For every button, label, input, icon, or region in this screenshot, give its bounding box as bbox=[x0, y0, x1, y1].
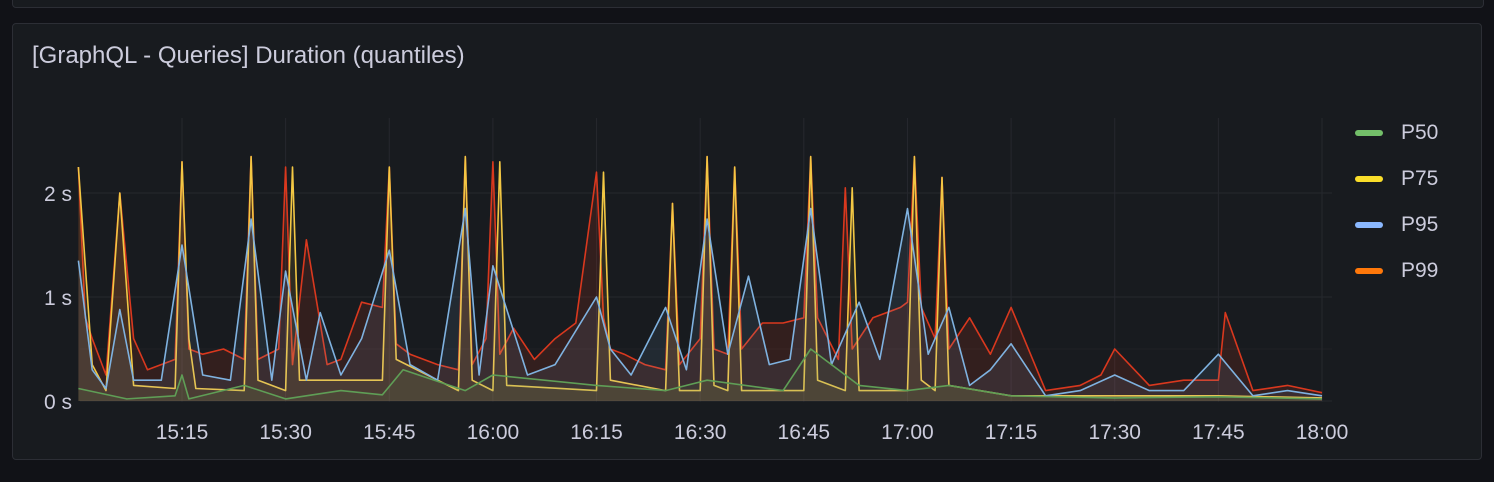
y-tick-label: 2 s bbox=[44, 183, 72, 206]
y-tick-label: 0 s bbox=[44, 391, 72, 414]
x-tick-label: 18:00 bbox=[1296, 421, 1349, 444]
legend-swatch-p99 bbox=[1355, 268, 1383, 274]
series-layer bbox=[77, 155, 1323, 401]
x-tick-label: 17:15 bbox=[985, 421, 1038, 444]
x-tick-label: 17:30 bbox=[1088, 421, 1141, 444]
legend-label-p75: P75 bbox=[1401, 167, 1439, 190]
legend: P50 P75 P95 P99 bbox=[1355, 110, 1475, 294]
series-area-p99 bbox=[78, 156, 1322, 401]
x-tick-label: 16:15 bbox=[570, 421, 623, 444]
series-line-p95[interactable] bbox=[77, 207, 1323, 397]
previous-panel-edge bbox=[12, 0, 1484, 8]
x-tick-label: 17:00 bbox=[881, 421, 934, 444]
x-tick-label: 15:45 bbox=[363, 421, 416, 444]
legend-label-p50: P50 bbox=[1401, 121, 1439, 144]
legend-item-p75[interactable]: P75 bbox=[1355, 156, 1475, 202]
legend-item-p50[interactable]: P50 bbox=[1355, 110, 1475, 156]
chart-panel: [GraphQL - Queries] Duration (quantiles)… bbox=[12, 23, 1482, 460]
series-line-p50[interactable] bbox=[78, 348, 1323, 400]
x-tick-label: 17:45 bbox=[1192, 421, 1245, 444]
series-line-p75[interactable] bbox=[77, 155, 1323, 399]
x-tick-label: 16:00 bbox=[467, 421, 520, 444]
panel-title[interactable]: [GraphQL - Queries] Duration (quantiles) bbox=[32, 42, 465, 69]
series-area-p95 bbox=[78, 208, 1322, 401]
grid bbox=[80, 118, 1332, 402]
legend-swatch-p50 bbox=[1355, 130, 1383, 136]
legend-swatch-p95 bbox=[1355, 222, 1383, 228]
x-tick-label: 15:15 bbox=[156, 421, 209, 444]
series-area-p50 bbox=[78, 349, 1322, 401]
legend-label-p95: P95 bbox=[1401, 213, 1439, 236]
legend-item-p95[interactable]: P95 bbox=[1355, 202, 1475, 248]
x-tick-label: 15:30 bbox=[259, 421, 312, 444]
x-tick-label: 16:45 bbox=[778, 421, 831, 444]
y-tick-label: 1 s bbox=[44, 287, 72, 310]
series-area-p75 bbox=[78, 156, 1322, 401]
axis-ticks: 0 s 1 s 2 s 15:15 15:30 15:45 16:00 16:15 16:30 1… bbox=[44, 183, 1348, 444]
legend-item-p99[interactable]: P99 bbox=[1355, 248, 1475, 294]
legend-label-p99: P99 bbox=[1401, 259, 1439, 282]
legend-swatch-p75 bbox=[1355, 176, 1383, 182]
x-tick-label: 16:30 bbox=[674, 421, 727, 444]
